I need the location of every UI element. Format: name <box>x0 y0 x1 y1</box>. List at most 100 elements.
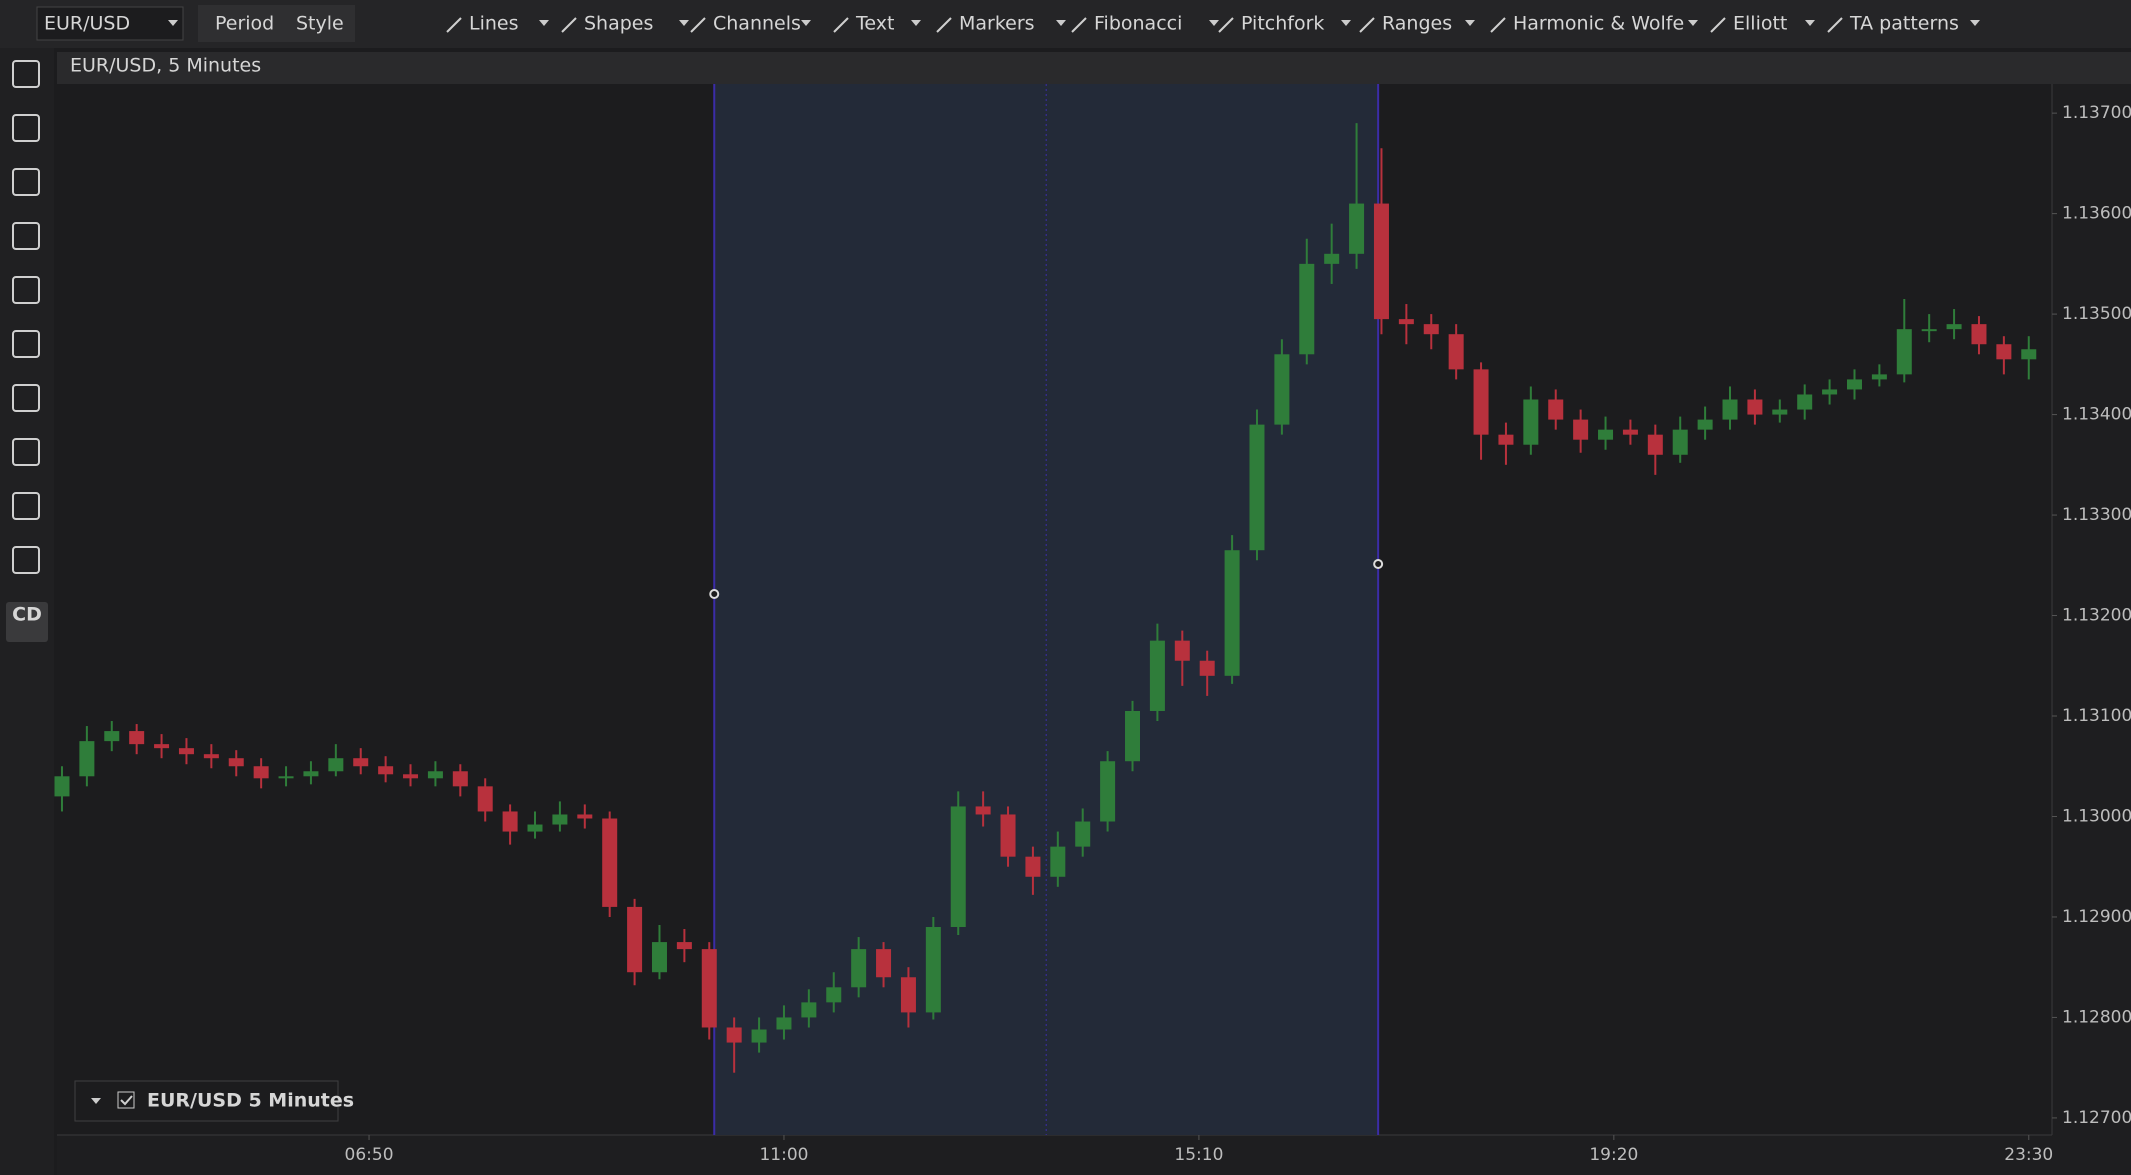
candle-body <box>552 814 568 825</box>
candle-body <box>1249 424 1265 551</box>
candle-body <box>1025 856 1041 877</box>
tool-button[interactable]: Channels <box>713 13 801 35</box>
legend-arrow[interactable] <box>91 1098 101 1104</box>
symbol-box[interactable] <box>36 6 184 41</box>
candle-body <box>1050 846 1066 877</box>
candle-body <box>1598 429 1614 440</box>
dropdown-arrow <box>1056 20 1066 26</box>
style-button[interactable]: Style <box>296 13 344 35</box>
tool-button[interactable]: Pitchfork <box>1241 13 1324 35</box>
candle-body <box>278 776 294 779</box>
candle-body <box>527 824 543 832</box>
legend-checkbox[interactable] <box>117 1091 135 1109</box>
candle-body <box>1398 319 1414 325</box>
sidebar-icon[interactable] <box>12 60 40 88</box>
sidebar-icon[interactable] <box>12 330 40 358</box>
price-axis <box>2052 84 2131 1135</box>
tool-button[interactable]: Text <box>855 13 894 35</box>
sidebar-icon[interactable] <box>12 384 40 412</box>
candle-body <box>900 977 916 1013</box>
candle-body <box>1697 419 1713 430</box>
period-button[interactable]: Period <box>215 13 274 35</box>
tool-icon <box>446 17 462 33</box>
y-tick-label: 1.13600 <box>2062 204 2131 224</box>
y-tick-label: 1.12700 <box>2062 1108 2131 1128</box>
tool-button[interactable]: Shapes <box>584 13 653 35</box>
tool-button[interactable]: Fibonacci <box>1094 13 1182 35</box>
legend-box <box>74 1080 339 1122</box>
tool-button[interactable]: Lines <box>469 13 519 35</box>
candle-body <box>751 1029 767 1043</box>
sidebar-icon[interactable] <box>12 114 40 142</box>
tool-icon <box>561 17 577 33</box>
candle-body <box>1622 429 1638 435</box>
candle-body <box>154 744 170 749</box>
candle-body <box>129 731 145 745</box>
y-tick-label: 1.13500 <box>2062 304 2131 324</box>
symbol[interactable]: EUR/USD <box>44 13 130 35</box>
candle-body <box>925 927 941 1013</box>
candle-body <box>1996 344 2012 360</box>
y-tick-label: 1.13200 <box>2062 606 2131 626</box>
candle-body <box>1349 203 1365 254</box>
candle-body <box>1971 324 1987 345</box>
candle-body <box>79 741 95 777</box>
candle-body <box>701 949 717 1028</box>
candle-body <box>378 766 394 775</box>
candle-body <box>253 766 269 779</box>
candle-body <box>1722 399 1738 420</box>
sidebar-icon[interactable] <box>12 276 40 304</box>
candle-body <box>203 754 219 759</box>
window-title: EUR/USD, 5 Minutes <box>70 55 261 77</box>
tool-button[interactable]: TA patterns <box>1849 13 1959 35</box>
candle-body <box>1224 550 1240 676</box>
y-tick-label: 1.12900 <box>2062 907 2131 927</box>
x-tick-label: 19:20 <box>1589 1145 1638 1165</box>
candle-body <box>826 987 842 1003</box>
sidebar-icon[interactable] <box>12 222 40 250</box>
candle-body <box>776 1017 792 1030</box>
period-style-group <box>198 5 355 42</box>
tool-icon <box>1827 17 1843 33</box>
candle-body <box>1324 253 1340 264</box>
tool-button[interactable]: Markers <box>959 13 1035 35</box>
candle-body <box>1125 710 1141 762</box>
candle-body <box>403 774 419 779</box>
candle-body <box>477 786 493 812</box>
candle-body <box>303 771 319 777</box>
dropdown-arrow <box>679 20 689 26</box>
dropdown-arrow <box>168 20 178 26</box>
candle-body <box>1373 203 1389 320</box>
candle-body <box>1199 660 1215 676</box>
candle-body <box>2021 349 2037 360</box>
range-handle[interactable] <box>709 589 720 599</box>
x-tick-label: 15:10 <box>1174 1145 1223 1165</box>
checkmark <box>120 1095 133 1106</box>
y-tick-label: 1.13000 <box>2062 806 2131 826</box>
sidebar-icon[interactable] <box>12 492 40 520</box>
candle-body <box>1423 324 1439 335</box>
candle-body <box>1822 389 1838 395</box>
tool-icon <box>1218 17 1234 33</box>
candle-body <box>1100 761 1116 822</box>
tool-button[interactable]: Harmonic & Wolfe <box>1513 13 1684 35</box>
candle-body <box>1846 379 1862 390</box>
candle-body <box>328 758 344 772</box>
tool-button[interactable]: Elliott <box>1733 13 1787 35</box>
sidebar-icon[interactable] <box>12 438 40 466</box>
window-titlebar <box>57 52 2131 84</box>
sidebar-icon[interactable] <box>12 546 40 574</box>
candle-body <box>104 731 120 742</box>
range-handle[interactable] <box>1373 559 1384 569</box>
y-tick-label: 1.13100 <box>2062 706 2131 726</box>
sidebar-cd[interactable]: CD <box>12 604 42 626</box>
dropdown-arrow <box>1465 20 1475 26</box>
candle-body <box>502 811 518 832</box>
tool-button[interactable]: Ranges <box>1382 13 1452 35</box>
candle-body <box>1299 263 1315 355</box>
sidebar-icon[interactable] <box>12 168 40 196</box>
sidebar-active <box>6 602 48 642</box>
candle-body <box>178 748 194 755</box>
x-tick-label: 06:50 <box>345 1145 394 1165</box>
candle-body <box>1946 324 1962 330</box>
